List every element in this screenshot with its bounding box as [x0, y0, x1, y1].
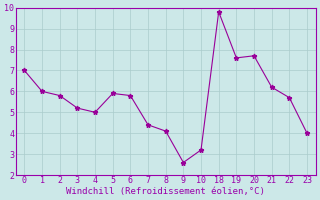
X-axis label: Windchill (Refroidissement éolien,°C): Windchill (Refroidissement éolien,°C)	[66, 187, 265, 196]
